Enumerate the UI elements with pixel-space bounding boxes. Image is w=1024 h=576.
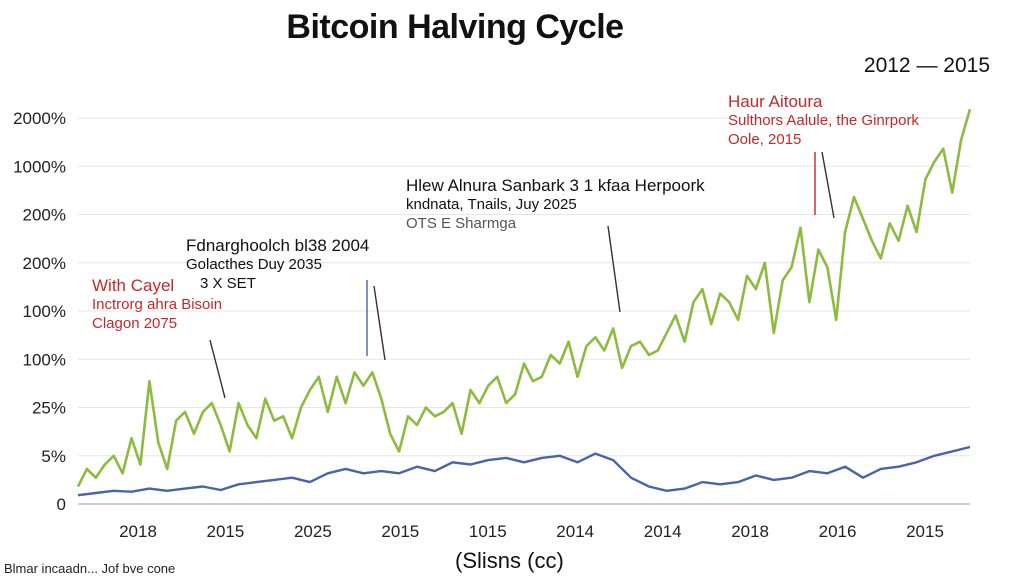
annotation-text: OTS E Sharmga xyxy=(406,215,517,232)
annotation-text: Golacthes Duy 2035 xyxy=(186,256,322,273)
x-tick-label: 2015 xyxy=(207,522,245,541)
y-tick-label: 200% xyxy=(23,254,66,273)
x-tick-label: 2016 xyxy=(819,522,857,541)
annotation-title: With Cayel xyxy=(92,276,175,295)
annotation-pointers xyxy=(209,151,835,399)
annotation-title: Fdnarghoolch bl38 2004 xyxy=(186,236,370,255)
annotation-text: Clagon 2075 xyxy=(92,315,178,332)
annotation-text: Sulthors Aalule, the Ginrpork xyxy=(728,112,919,129)
gridlines xyxy=(78,117,970,505)
annotation-title: Haur Aitoura xyxy=(728,92,823,111)
green-series-line xyxy=(76,108,972,488)
annotation-text: 3 X SET xyxy=(200,275,256,292)
annotation-pointer-line xyxy=(821,151,835,219)
annotation-text: Oole, 2015 xyxy=(728,131,802,148)
annotation-pointer-line xyxy=(607,225,621,313)
y-tick-label: 200% xyxy=(23,206,66,225)
annotation-center: Hlew Alnura Sanbark 3 1 kfaa Herpoork kn… xyxy=(406,176,705,233)
x-tick-label: 2015 xyxy=(906,522,944,541)
x-tick-label: 2025 xyxy=(294,522,332,541)
y-tick-label: 0 xyxy=(57,495,66,514)
y-tick-label: 100% xyxy=(23,302,66,321)
blue-series-line xyxy=(77,445,971,497)
footer-caption: Blmar incaadn... Jof bve cone xyxy=(4,561,176,576)
x-axis-label: (Slisns (cc) xyxy=(455,548,564,573)
annotation-pointer-line xyxy=(209,339,226,399)
annotation-pointer-line xyxy=(373,285,386,361)
x-tick-label: 2014 xyxy=(556,522,594,541)
y-tick-label: 100% xyxy=(23,350,66,369)
annotation-mid-left: Fdnarghoolch bl38 2004 Golacthes Duy 203… xyxy=(186,236,369,293)
annotation-text: Inctrorg ahra Bisoin xyxy=(92,296,223,313)
x-tick-label: 2018 xyxy=(119,522,157,541)
annotation-title: Hlew Alnura Sanbark 3 1 kfaa Herpoork xyxy=(406,176,705,195)
series-lines xyxy=(76,108,972,497)
chart-title: Bitcoin Halving Cycle xyxy=(286,8,624,46)
chart-subtitle: 2012 — 2015 xyxy=(863,54,990,77)
y-tick-labels: 0 5% 25% 100% 100% 200% 200% 1000% 2000% xyxy=(13,109,66,514)
x-tick-labels: 2018 2015 2025 2015 1015 2014 2014 2018 2016 2015 xyxy=(119,522,944,541)
x-tick-label: 2014 xyxy=(644,522,682,541)
x-tick-label: 2018 xyxy=(731,522,769,541)
x-tick-label: 1015 xyxy=(469,522,507,541)
y-tick-label: 25% xyxy=(32,399,66,418)
y-tick-label: 5% xyxy=(41,447,66,466)
y-tick-label: 2000% xyxy=(13,109,66,128)
annotation-top-right: Haur Aitoura Sulthors Aalule, the Ginrpo… xyxy=(728,92,919,149)
x-tick-label: 2015 xyxy=(381,522,419,541)
annotation-text: kndnata, Tnails, Juy 2025 xyxy=(406,196,577,213)
y-tick-label: 1000% xyxy=(13,157,66,176)
annotation-left: With Cayel Inctrorg ahra Bisoin Clagon 2… xyxy=(92,276,222,333)
